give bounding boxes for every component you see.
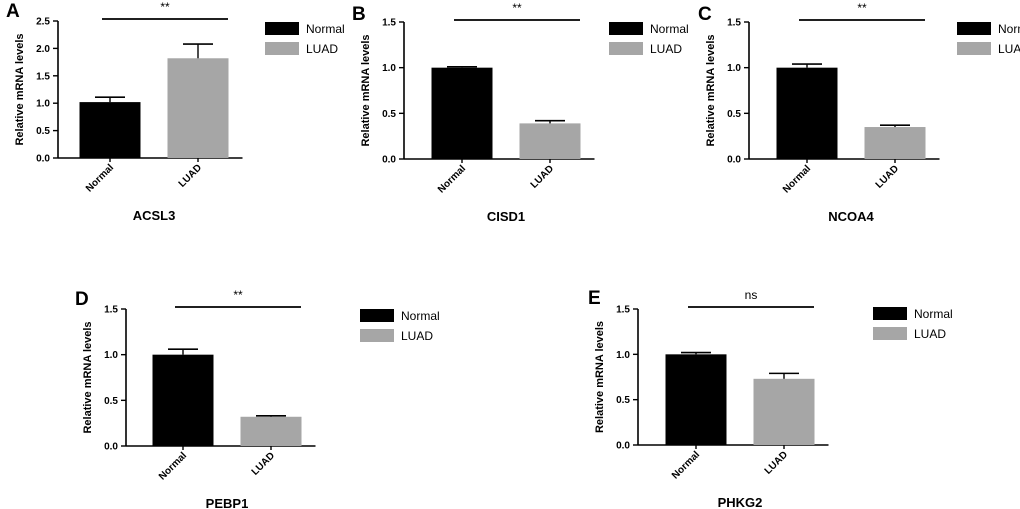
legend-label-luad: LUAD: [401, 329, 433, 343]
legend-swatch-luad: [360, 329, 394, 342]
legend-label-luad: LUAD: [306, 42, 338, 56]
y-tick-label: 2.5: [36, 17, 50, 28]
panel-label: B: [352, 4, 366, 25]
chart-title: PHKG2: [718, 495, 763, 509]
y-tick-label: 1.0: [104, 350, 118, 361]
x-tick-label: Normal: [436, 163, 468, 195]
significance-mark: **: [512, 1, 522, 15]
bar-normal: [431, 67, 493, 159]
y-tick-label: 0.0: [36, 154, 50, 165]
y-tick-label: 1.0: [616, 350, 630, 361]
x-tick-label: Normal: [781, 163, 813, 195]
y-tick-label: 1.5: [36, 71, 50, 82]
y-tick-label: 1.5: [616, 305, 630, 316]
legend: Normal LUAD: [360, 309, 440, 343]
y-axis-title: Relative mRNA levels: [360, 34, 372, 146]
legend-swatch-normal: [265, 22, 299, 35]
legend-label-normal: Normal: [998, 22, 1020, 36]
legend-swatch-normal: [360, 309, 394, 322]
significance-mark: **: [160, 0, 170, 14]
legend-label-normal: Normal: [650, 22, 689, 36]
legend-label-luad: LUAD: [650, 42, 682, 56]
bar-normal: [152, 354, 214, 446]
x-tick-label: Normal: [157, 450, 189, 482]
legend-label-luad: LUAD: [998, 42, 1020, 56]
bar-normal: [776, 67, 838, 159]
y-tick-label: 1.5: [727, 18, 741, 29]
chart-title: PEBP1: [206, 496, 249, 509]
chart-title: ACSL3: [133, 208, 176, 223]
legend-swatch-luad: [609, 42, 643, 55]
legend-swatch-normal: [957, 22, 991, 35]
bar-luad: [753, 378, 815, 445]
x-tick-label: LUAD: [177, 162, 204, 189]
y-tick-label: 0.5: [36, 126, 50, 137]
y-tick-label: 1.0: [382, 63, 396, 74]
legend-swatch-normal: [873, 307, 907, 320]
legend-swatch-normal: [609, 22, 643, 35]
bar-luad: [519, 123, 581, 159]
chart-panel-c: C 0.0 0.5 1.0 1.5 Relative mRNA levels Normal L…: [698, 1, 1020, 224]
panel-label: D: [75, 289, 89, 310]
significance-mark: **: [857, 1, 867, 15]
x-tick-label: LUAD: [250, 450, 277, 477]
bar-luad: [864, 127, 926, 159]
y-tick-label: 2.0: [36, 44, 50, 55]
panel-label: C: [698, 4, 712, 25]
x-tick-label: LUAD: [529, 163, 556, 190]
panel-label: A: [6, 1, 20, 22]
y-axis-title: Relative mRNA levels: [14, 33, 26, 145]
y-tick-label: 0.5: [616, 395, 630, 406]
x-tick-label: LUAD: [763, 449, 790, 476]
bar-luad: [240, 416, 302, 446]
y-tick-label: 0.5: [727, 109, 741, 120]
legend: Normal LUAD: [265, 22, 345, 56]
bar-normal: [79, 102, 141, 158]
bar-normal: [665, 354, 727, 445]
y-tick-label: 1.0: [36, 99, 50, 110]
x-tick-label: Normal: [670, 449, 702, 481]
legend-label-luad: LUAD: [914, 327, 946, 341]
chart-panel-e: E 0.0 0.5 1.0 1.5 Relative mRNA levels Normal L…: [588, 288, 953, 509]
legend-label-normal: Normal: [401, 309, 440, 323]
legend-swatch-luad: [873, 327, 907, 340]
panel-label: E: [588, 288, 601, 309]
x-tick-label: LUAD: [874, 163, 901, 190]
legend: Normal LUAD: [609, 22, 689, 56]
significance-mark: **: [233, 288, 243, 302]
chart-panel-a: A 0.0 0.5 1.0 1.5 2.0 2.5 Relative mRNA levels N…: [6, 0, 345, 223]
legend: Normal LUAD: [957, 22, 1020, 56]
y-tick-label: 0.0: [727, 155, 741, 166]
y-tick-label: 0.5: [104, 396, 118, 407]
y-tick-label: 0.5: [382, 109, 396, 120]
y-tick-label: 1.0: [727, 63, 741, 74]
chart-title: CISD1: [487, 209, 525, 224]
y-tick-label: 0.0: [616, 441, 630, 452]
chart-panel-b: B 0.0 0.5 1.0 1.5 Relative mRNA levels Normal L…: [352, 1, 689, 224]
chart-panel-d: D 0.0 0.5 1.0 1.5 Relative mRNA levels Normal L…: [75, 288, 440, 509]
y-axis-title: Relative mRNA levels: [594, 321, 606, 433]
y-tick-label: 0.0: [382, 155, 396, 166]
y-tick-label: 1.5: [104, 305, 118, 316]
y-tick-label: 1.5: [382, 18, 396, 29]
legend-swatch-luad: [265, 42, 299, 55]
y-tick-label: 0.0: [104, 442, 118, 453]
bar-luad: [167, 58, 229, 158]
y-axis-title: Relative mRNA levels: [82, 321, 94, 433]
legend-swatch-luad: [957, 42, 991, 55]
y-axis-title: Relative mRNA levels: [705, 34, 717, 146]
legend-label-normal: Normal: [914, 307, 953, 321]
x-tick-label: Normal: [84, 162, 116, 194]
legend-label-normal: Normal: [306, 22, 345, 36]
significance-mark: ns: [745, 288, 758, 302]
chart-title: NCOA4: [828, 209, 874, 224]
legend: Normal LUAD: [873, 307, 953, 341]
